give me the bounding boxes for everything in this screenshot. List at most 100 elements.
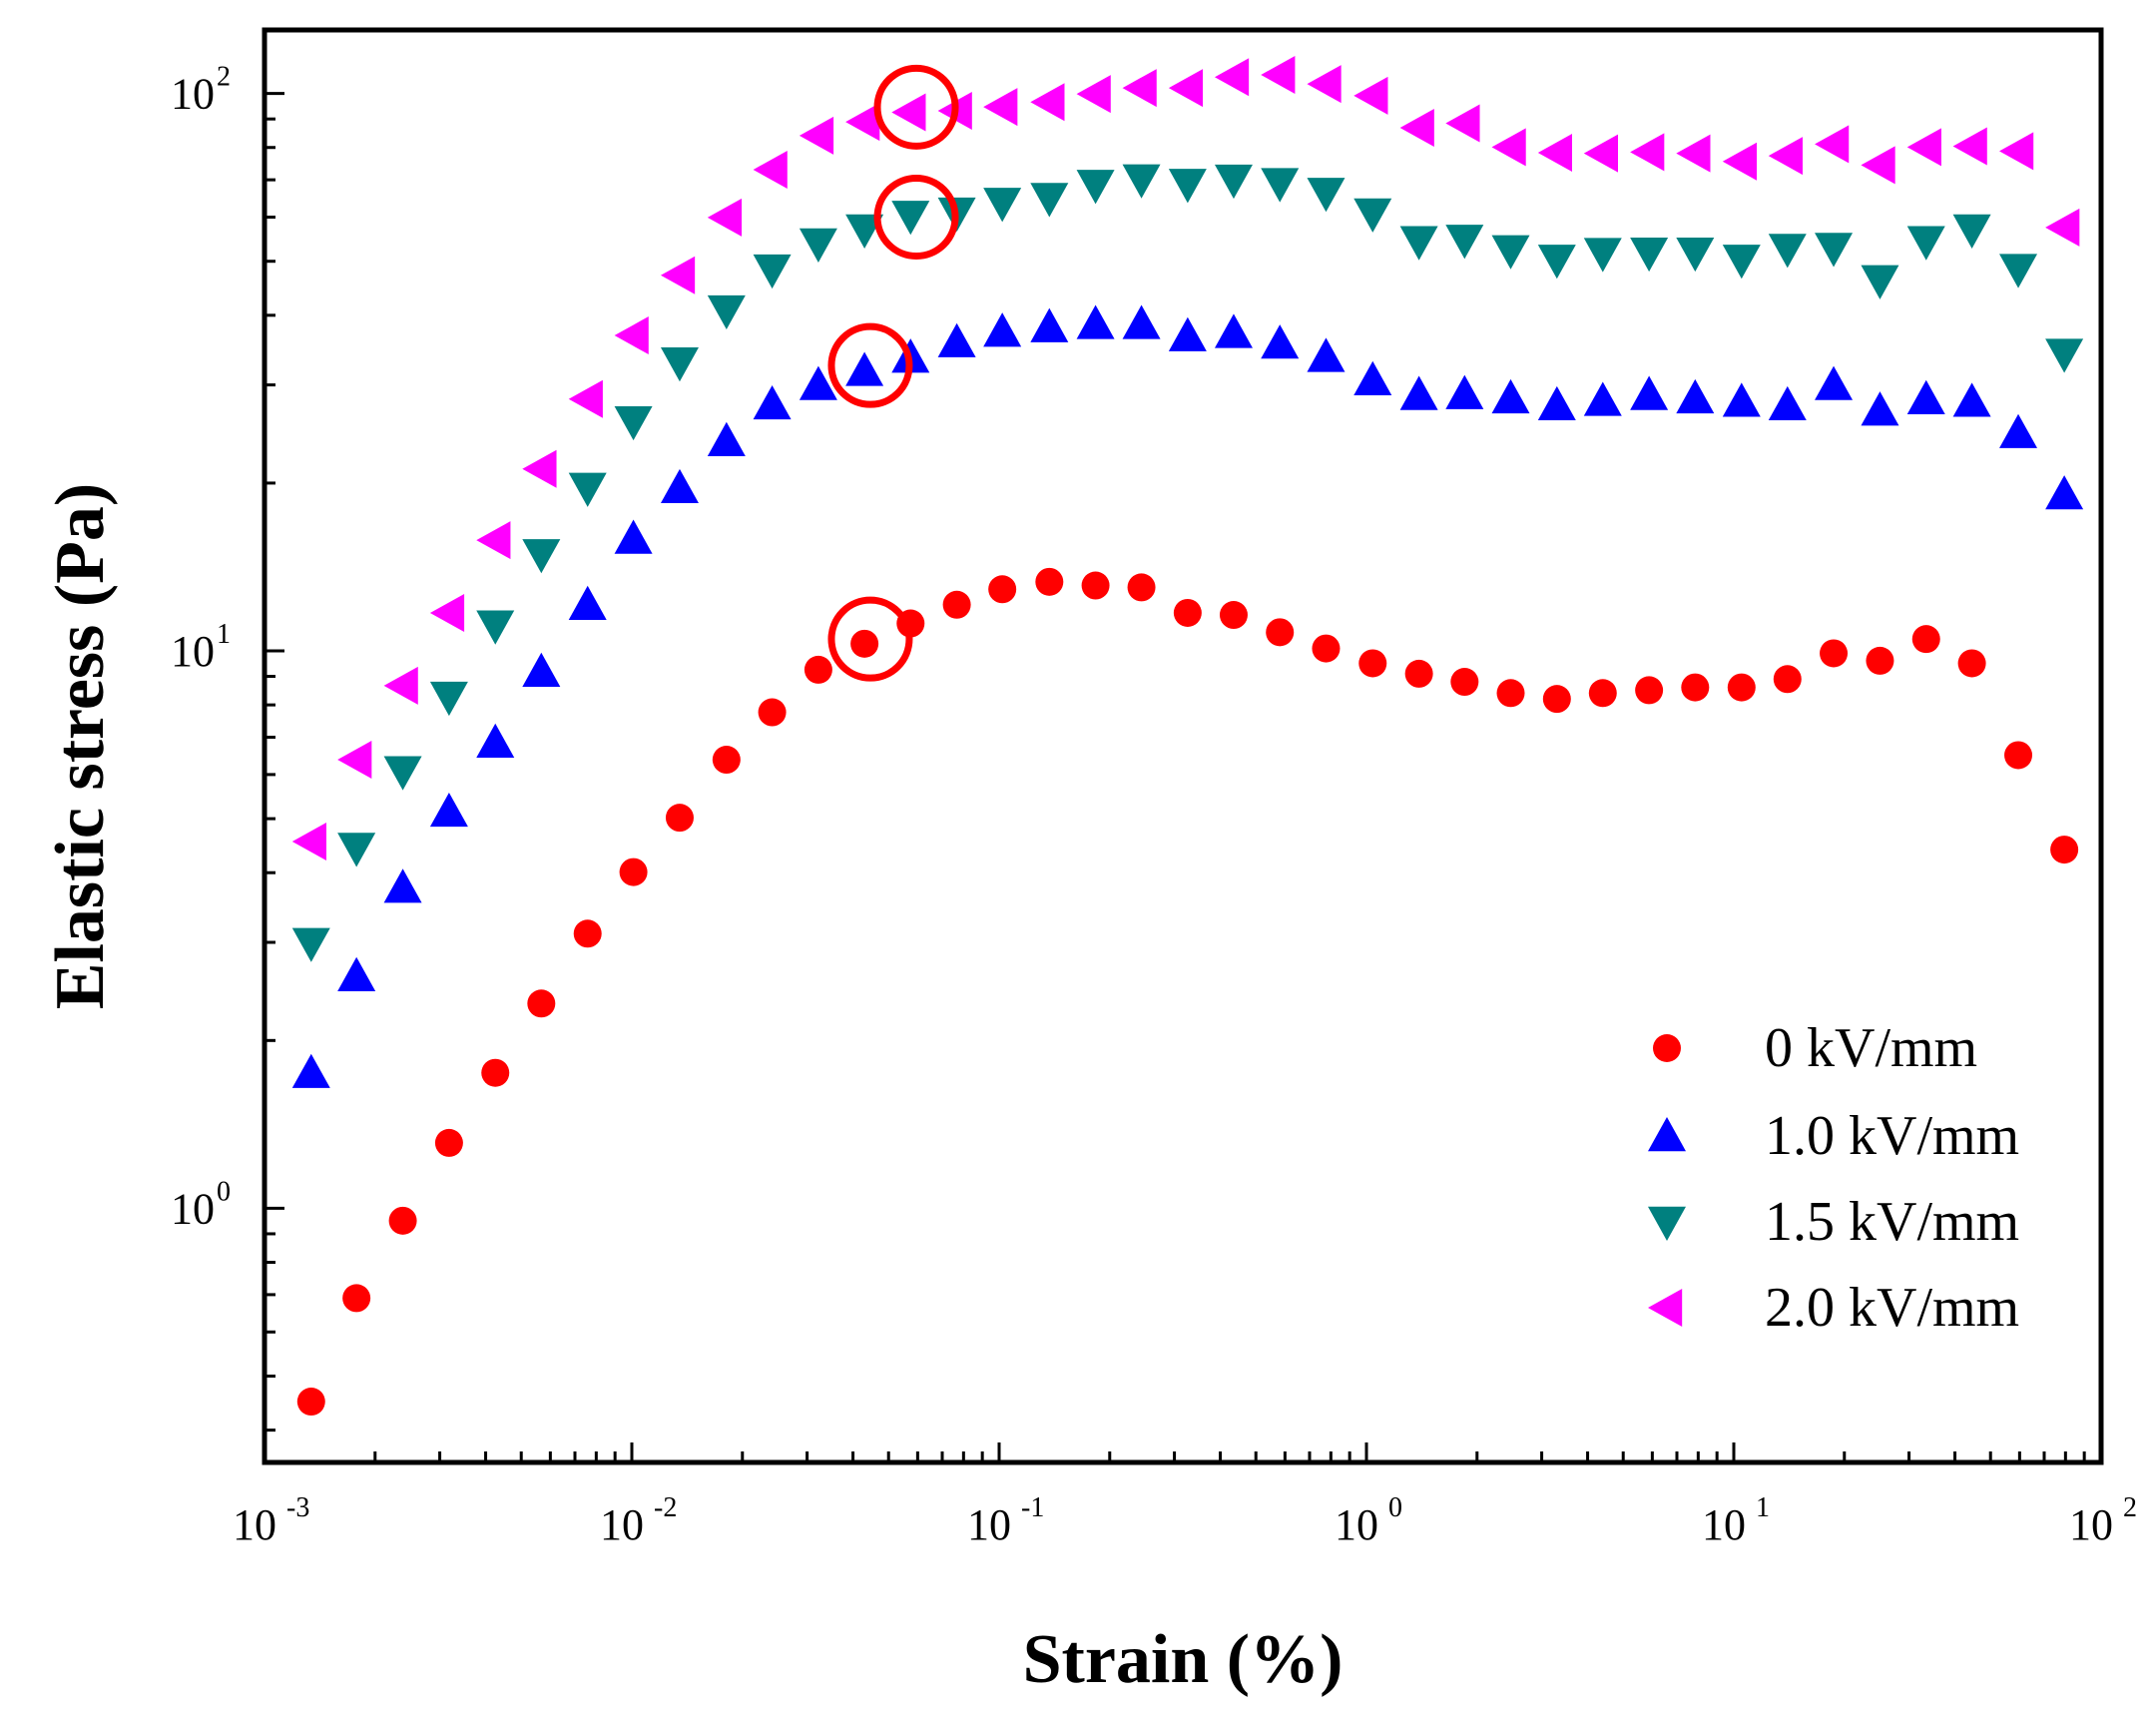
legend-label: 1.5 kV/mm: [1765, 1191, 2019, 1253]
x-tick-label: 10: [600, 1500, 644, 1549]
data-point: [1450, 668, 1479, 697]
data-point: [1353, 76, 1388, 115]
data-point: [1491, 235, 1530, 270]
data-point: [891, 201, 930, 236]
data-point: [1353, 198, 1392, 233]
data-point: [1768, 234, 1807, 269]
data-point: [1081, 571, 1110, 600]
data-point: [476, 610, 515, 645]
legend-label: 1.0 kV/mm: [1765, 1105, 2019, 1167]
data-point: [1307, 65, 1342, 104]
data-point: [1491, 378, 1530, 414]
data-point: [845, 103, 880, 142]
data-point: [1219, 601, 1248, 630]
data-point: [1722, 382, 1761, 417]
data-point: [1168, 69, 1204, 108]
x-tick-exponent: -2: [654, 1492, 677, 1523]
data-point: [983, 88, 1018, 127]
data-point: [937, 322, 976, 357]
legend-marker: [1653, 1034, 1681, 1062]
data-point: [568, 472, 607, 507]
data-point: [337, 741, 372, 780]
annotation-circle: [873, 64, 959, 150]
data-point: [1861, 146, 1895, 185]
data-point: [1815, 365, 1854, 400]
data-point: [614, 316, 649, 355]
data-point: [1866, 646, 1894, 675]
data-point: [1266, 618, 1295, 647]
legend-label: 0 kV/mm: [1765, 1017, 1977, 1079]
y-tick-label: 10: [171, 70, 215, 119]
data-point: [983, 188, 1022, 223]
y-tick-exponent: 2: [217, 62, 231, 93]
data-point: [1168, 169, 1207, 204]
data-point: [799, 116, 834, 155]
data-point: [1773, 665, 1802, 694]
data-point: [845, 214, 884, 249]
y-tick-exponent: 0: [217, 1176, 231, 1207]
data-point: [1999, 254, 2038, 288]
data-point: [799, 228, 837, 263]
y-tick-exponent: 1: [217, 619, 231, 650]
data-point: [429, 593, 465, 632]
data-point: [1999, 132, 2034, 171]
data-point: [1815, 125, 1850, 164]
data-point: [1952, 382, 1991, 417]
data-point: [1952, 214, 1991, 249]
data-point: [707, 198, 743, 237]
data-point: [1820, 639, 1849, 668]
y-axis-title: Elastic stress (Pa): [42, 483, 119, 1010]
data-point: [1127, 573, 1156, 602]
data-point: [1861, 265, 1899, 299]
x-tick-label: 10: [967, 1500, 1011, 1549]
data-point: [573, 919, 602, 948]
x-tick-exponent: -3: [286, 1492, 309, 1523]
data-point: [383, 756, 422, 791]
data-point: [891, 93, 926, 132]
data-point: [1906, 128, 1941, 167]
data-point: [988, 575, 1017, 604]
data-point: [1676, 134, 1711, 173]
data-point: [1122, 164, 1161, 199]
data-point: [1722, 142, 1757, 181]
x-tick-label: 10: [1702, 1500, 1746, 1549]
series-1-5-kv-mm: [291, 164, 2084, 962]
series-2-0-kv-mm: [291, 55, 2080, 860]
x-tick-exponent: 1: [1756, 1492, 1770, 1523]
data-point: [1307, 337, 1346, 372]
data-point: [1952, 127, 1987, 166]
data-point: [1404, 659, 1433, 688]
legend: 0 kV/mm 1.0 kV/mm 1.5 kV/mm 2.0 kV/mm: [1648, 1017, 2019, 1339]
data-point: [660, 468, 699, 504]
data-point: [614, 519, 653, 554]
plot-frame: [262, 27, 2104, 1465]
data-point: [1307, 178, 1346, 213]
data-point: [1815, 233, 1854, 268]
data-point: [753, 150, 788, 189]
data-point: [707, 294, 746, 330]
data-point: [337, 956, 376, 991]
legend-marker: [1648, 1206, 1686, 1241]
data-point: [291, 1053, 330, 1088]
data-point: [1399, 375, 1438, 410]
data-point: [845, 351, 884, 386]
data-point: [707, 421, 746, 456]
data-point: [383, 868, 422, 903]
legend-item: 0 kV/mm: [1653, 1017, 1977, 1079]
data-point: [619, 858, 648, 886]
data-point: [804, 655, 832, 684]
data-point: [1630, 237, 1669, 273]
data-point: [476, 723, 515, 758]
x-axis-title: Strain (%): [1023, 1621, 1344, 1698]
data-point: [434, 1128, 463, 1157]
data-point: [342, 1284, 371, 1313]
annotation-circle: [873, 175, 959, 261]
data-point: [1312, 634, 1341, 663]
data-point: [1588, 679, 1617, 708]
data-point: [753, 254, 792, 289]
legend-item: 1.0 kV/mm: [1648, 1105, 2019, 1167]
data-point: [1261, 55, 1296, 94]
data-point: [2045, 338, 2084, 373]
data-point: [614, 405, 653, 441]
